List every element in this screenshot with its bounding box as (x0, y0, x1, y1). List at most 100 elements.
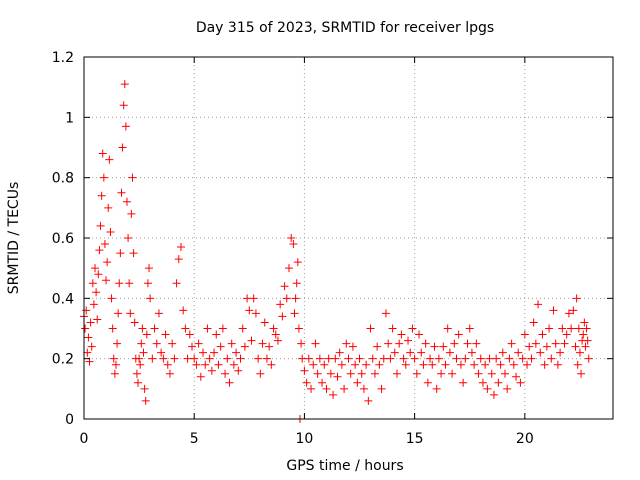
data-point (214, 360, 223, 369)
data-point (181, 324, 190, 333)
data-point (509, 360, 518, 369)
data-point (148, 354, 157, 363)
data-point (121, 122, 130, 131)
data-point (280, 282, 289, 291)
data-point (114, 309, 123, 318)
data-point (329, 390, 338, 399)
data-point (577, 369, 586, 378)
y-tick-label: 0.2 (52, 352, 74, 368)
data-point (81, 324, 90, 333)
data-point (82, 306, 91, 315)
data-point (415, 330, 424, 339)
data-point (351, 360, 360, 369)
data-point (289, 240, 298, 249)
data-point (205, 354, 214, 363)
data-point (94, 270, 103, 279)
data-point (534, 300, 543, 309)
data-point (134, 378, 143, 387)
data-point (95, 246, 104, 255)
data-point (540, 360, 549, 369)
data-point (426, 354, 435, 363)
data-point (247, 336, 256, 345)
data-point (130, 318, 139, 327)
y-tick-label: 1.2 (52, 50, 74, 66)
data-point (575, 348, 584, 357)
data-point (284, 264, 293, 273)
data-point (91, 264, 100, 273)
data-point (159, 354, 168, 363)
data-point (278, 312, 287, 321)
data-point (434, 354, 443, 363)
data-point (104, 203, 113, 212)
data-point (141, 396, 150, 405)
data-point (337, 360, 346, 369)
x-tick-label: 5 (190, 431, 199, 447)
data-point (549, 306, 558, 315)
data-point (441, 360, 450, 369)
data-point (307, 384, 316, 393)
data-point (514, 348, 523, 357)
data-point (562, 330, 571, 339)
data-point (430, 342, 439, 351)
data-point (165, 369, 174, 378)
data-point (102, 276, 111, 285)
data-point (271, 330, 280, 339)
data-point (580, 318, 589, 327)
data-point (292, 279, 301, 288)
data-point (489, 390, 498, 399)
data-point (223, 354, 232, 363)
data-point (452, 354, 461, 363)
data-point (505, 354, 514, 363)
data-point (232, 348, 241, 357)
data-point (106, 227, 115, 236)
data-point (572, 294, 581, 303)
data-point (120, 80, 129, 89)
data-point (157, 348, 166, 357)
data-point (93, 315, 102, 324)
data-point (487, 369, 496, 378)
data-point (145, 264, 154, 273)
data-point (386, 354, 395, 363)
data-point (467, 348, 476, 357)
data-point (503, 384, 512, 393)
y-axis-label: SRMTID / TECUs (6, 182, 22, 295)
data-point (531, 339, 540, 348)
data-point (163, 360, 172, 369)
data-point (344, 354, 353, 363)
data-point (113, 339, 122, 348)
data-point (558, 324, 567, 333)
data-point (137, 339, 146, 348)
data-point (456, 360, 465, 369)
data-point (110, 369, 119, 378)
x-tick-label: 0 (80, 431, 89, 447)
data-point (154, 309, 163, 318)
data-point (465, 324, 474, 333)
data-point (357, 369, 366, 378)
data-point (124, 234, 133, 242)
data-point (304, 354, 313, 363)
data-point (117, 188, 126, 197)
data-point (185, 330, 194, 339)
data-point (125, 279, 134, 288)
data-point (472, 339, 481, 348)
chart-title: Day 315 of 2023, SRMTID for receiver lpg… (196, 20, 494, 36)
data-point (190, 354, 199, 363)
data-point (445, 348, 454, 357)
data-point (375, 360, 384, 369)
data-point (388, 324, 397, 333)
data-point (139, 348, 148, 357)
data-point (560, 339, 569, 348)
data-point (364, 396, 373, 405)
data-point (450, 339, 459, 348)
data-point (437, 369, 446, 378)
data-point (553, 360, 562, 369)
data-point (210, 348, 219, 357)
x-tick-label: 20 (516, 431, 534, 447)
x-tick-label: 15 (406, 431, 424, 447)
data-point (423, 378, 432, 387)
data-point (390, 348, 399, 357)
data-point (122, 197, 131, 206)
data-point (174, 255, 183, 264)
data-point (529, 318, 538, 327)
